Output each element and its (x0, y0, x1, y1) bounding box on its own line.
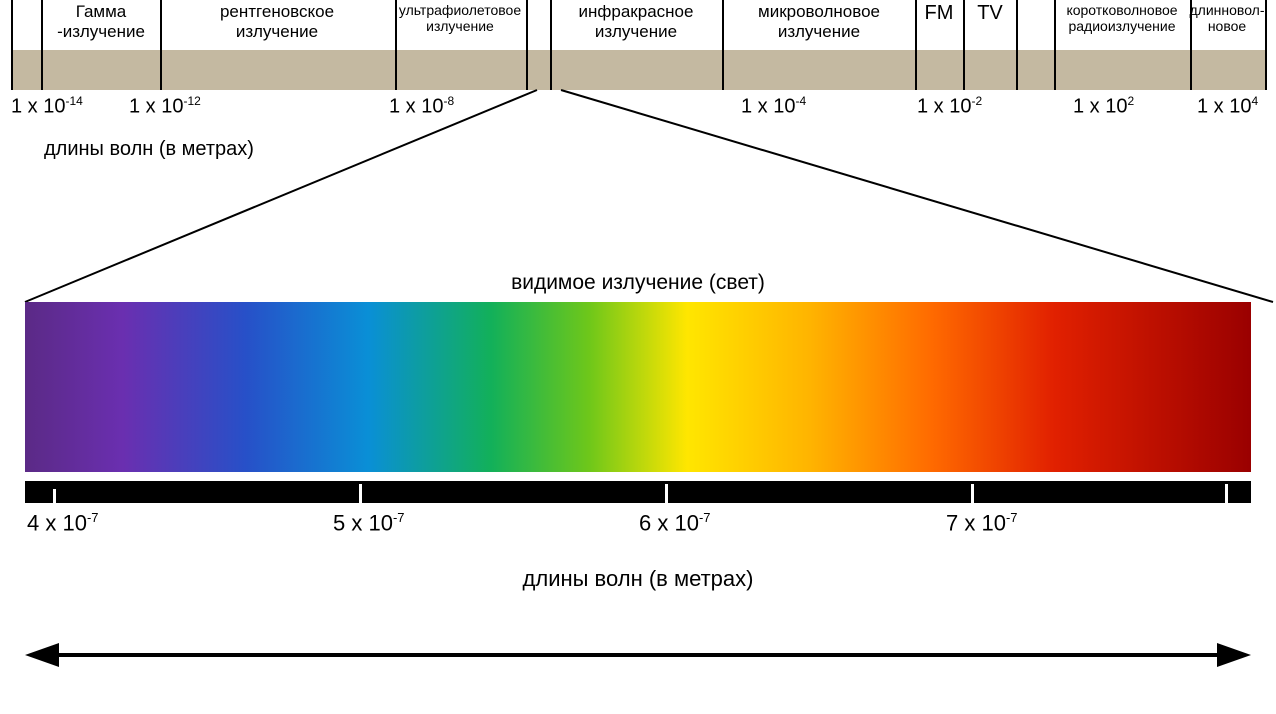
top-tick (1265, 0, 1267, 90)
top-tick (915, 0, 917, 90)
visible-spectrum-scale: 4 x 10-7 5 x 10-7 6 x 10-7 7 x 10-7 (25, 510, 1251, 544)
top-band (11, 50, 1265, 90)
visible-spectrum-band (25, 302, 1251, 472)
top-tick (160, 0, 162, 90)
spectrum-region-label: длинновол-новое (1137, 2, 1276, 34)
top-wavelengths-label: длины волн (в метрах) (44, 138, 254, 161)
visible-ruler-tick (665, 484, 668, 503)
top-scale: 1 x 10-14 1 x 10-12 1 x 10-8 1 x 10-4 1 x 10… (11, 94, 1265, 126)
spectrum-region-label: рентгеновскоеизлучение (187, 2, 367, 41)
top-scale-value: 1 x 104 (1197, 94, 1258, 119)
visible-ruler-tick (1225, 484, 1228, 503)
visible-spectrum-ruler (25, 481, 1251, 503)
top-tick (963, 0, 965, 90)
visible-ruler-tick (359, 484, 362, 503)
visible-ruler-tick (53, 489, 56, 503)
double-arrow (25, 635, 1251, 675)
visible-ruler-tick (971, 484, 974, 503)
visible-scale-value: 4 x 10-7 (27, 510, 99, 536)
top-scale-value: 1 x 10-2 (917, 94, 982, 119)
spectrum-region-label: инфракрасноеизлучение (546, 2, 726, 41)
visible-scale-value: 6 x 10-7 (639, 510, 711, 536)
top-tick (1054, 0, 1056, 90)
visible-scale-value: 5 x 10-7 (333, 510, 405, 536)
top-tick (550, 0, 552, 90)
top-tick (722, 0, 724, 90)
visible-scale-value: 7 x 10-7 (946, 510, 1018, 536)
visible-light-title: видимое излучение (свет) (0, 271, 1276, 295)
top-scale-value: 1 x 10-12 (129, 94, 201, 119)
bottom-wavelengths-label: длины волн (в метрах) (0, 566, 1276, 592)
spectrum-region-label: Гамма-излучение (11, 2, 191, 41)
top-scale-value: 1 x 10-8 (389, 94, 454, 119)
top-scale-value: 1 x 10-14 (11, 94, 83, 119)
top-tick (395, 0, 397, 90)
top-tick (11, 0, 13, 90)
top-band-labels: Гамма-излучениерентгеновскоеизлучениеуль… (11, 0, 1265, 50)
top-tick (1016, 0, 1018, 90)
spectrum-region-label: ультрафиолетовоеизлучение (370, 2, 550, 34)
top-scale-value: 1 x 10-4 (741, 94, 806, 119)
em-spectrum-top: Гамма-излучениерентгеновскоеизлучениеуль… (11, 0, 1265, 126)
top-tick (41, 0, 43, 90)
top-tick (526, 0, 528, 90)
top-scale-value: 1 x 102 (1073, 94, 1134, 119)
top-tick (1190, 0, 1192, 90)
